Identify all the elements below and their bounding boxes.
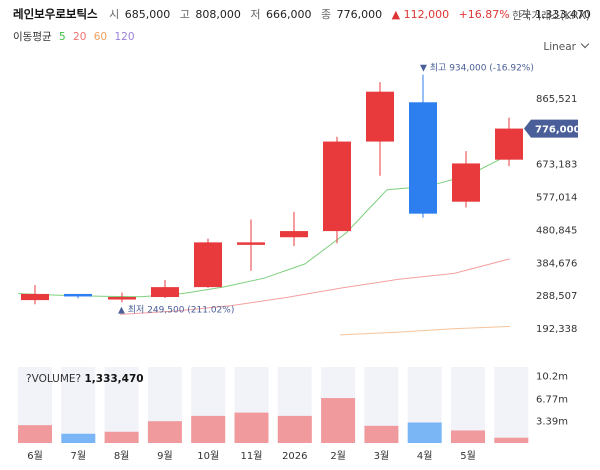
ma-legend-title: 이동평균 [13,31,52,43]
close-label: 종 [321,8,332,21]
volume-bar-up [104,431,139,443]
moving-average-legend: 이동평균 5 20 60 120 [13,29,139,44]
volume-bar-down [61,433,96,443]
candle-up [366,91,394,142]
close-value: 776,000 [336,7,383,21]
stock-header: 레인보우로보틱스 시 685,000 고 808,000 저 666,000 종… [13,6,597,22]
x-tick-label: 4월 [417,450,433,462]
high-value: 808,000 [195,7,241,21]
volume-label: 거 [519,8,530,21]
volume-total: 1,333,470 [84,373,144,385]
volume-bar-background [494,367,529,443]
x-tick-label: 6월 [27,450,43,462]
x-tick-label: 9월 [157,450,173,462]
candle-down [64,293,92,297]
candle-down [409,102,437,214]
moving-average-line-60 [339,325,511,336]
y-tick-label: 577,014 [536,193,577,204]
y-tick-label: 865,521 [536,94,577,105]
candle-up [280,231,308,238]
x-tick-label: 3월 [374,450,390,462]
volume-value: 1,333,470 [534,7,591,21]
volume-bar-background [451,367,485,443]
volume-bar-background [61,367,96,443]
candle-up [21,293,49,301]
low-value: 666,000 [266,7,312,21]
x-tick-label: 7월 [71,450,87,462]
y-tick-label: 480,845 [536,225,577,236]
y-tick-label: 384,676 [536,258,577,269]
volume-bar-up [451,430,485,443]
candle-up [237,242,265,245]
candle-up [323,141,351,232]
volume-bar-up [277,415,312,443]
y-tick-label: 673,183 [536,160,577,171]
volume-bar-up [321,398,356,443]
volume-bar-up [147,421,182,443]
x-tick-label: 5월 [460,450,476,462]
candle-up [495,128,523,160]
y-tick-label: 192,338 [536,324,577,335]
x-tick-label: 2월 [330,450,346,462]
stock-name: 레인보우로보틱스 [13,7,98,21]
change-percent: +16.87% [458,7,510,21]
volume-bar-up [494,437,529,443]
open-value: 685,000 [124,7,171,21]
candle-up [194,242,222,288]
volume-bar-background [104,367,139,443]
volume-bar-up [234,412,269,443]
exchange-label: 한국거래소(KRX) [512,10,590,22]
x-tick-label: 2026 [282,451,307,462]
open-label: 시 [109,8,120,21]
volume-bar-up [364,425,399,443]
max-annotation: ▼ 최고 934,000 (-16.92%) [420,63,534,74]
volume-bar-up [191,415,226,443]
ma-legend-120[interactable]: 120 [114,31,135,43]
volume-bar-up [18,425,52,443]
volume-tick-label: 3.39m [536,417,568,428]
candle-up [108,297,136,300]
ma-legend-5[interactable]: 5 [58,31,66,43]
change-value: ▲ 112,000 [391,7,450,21]
scale-label: Linear [543,41,576,53]
scale-dropdown[interactable]: Linear [543,39,590,53]
min-annotation: ▲ 최저 249,500 (211.02%) [118,304,234,315]
volume-title: ?VOLUME? [26,373,82,385]
x-tick-label: 11월 [241,450,263,462]
ma-legend-60[interactable]: 60 [93,31,108,43]
high-label: 고 [179,8,190,21]
low-label: 저 [250,8,261,21]
volume-tick-label: 10.2m [536,372,568,383]
current-price-label: 776,000 [535,125,581,136]
candle-up [151,287,179,298]
y-tick-label: 288,507 [536,291,577,302]
volume-label-group: ?VOLUME? 1,333,470 [26,373,144,385]
current-price-marker [524,119,578,138]
ma-legend-20[interactable]: 20 [73,31,87,43]
volume-bar-down [407,422,442,443]
x-tick-label: 10월 [197,450,219,462]
candle-up [452,163,480,202]
x-tick-label: 8월 [114,450,130,462]
volume-tick-label: 6.77m [536,394,568,405]
moving-average-line-20 [119,258,511,315]
